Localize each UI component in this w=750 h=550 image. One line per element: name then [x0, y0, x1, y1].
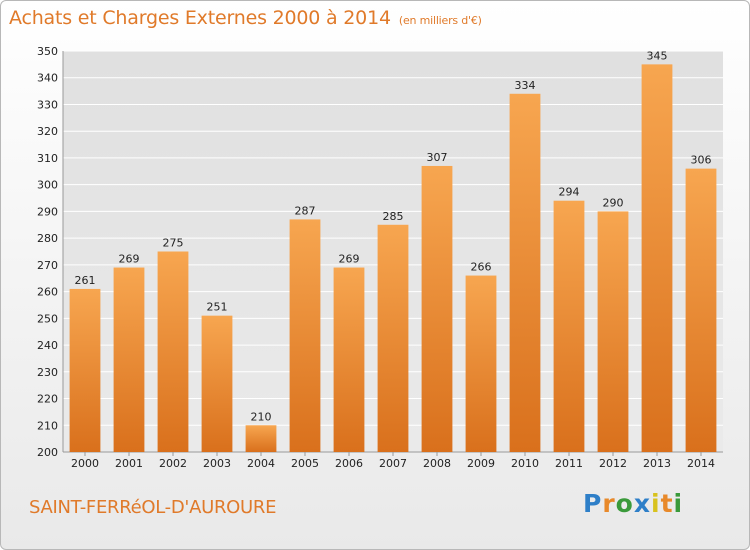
bar — [157, 251, 189, 452]
bar-value-label: 210 — [251, 410, 272, 423]
chart-title: Achats et Charges Externes 2000 à 2014 (e… — [9, 7, 482, 29]
y-tick-label: 240 — [37, 339, 58, 352]
logo-letter: i — [651, 489, 661, 518]
bar — [377, 224, 409, 452]
bar — [201, 315, 233, 452]
x-tick-label: 2007 — [379, 457, 407, 470]
logo-letter: t — [660, 489, 674, 518]
bar — [641, 64, 673, 452]
proxiti-logo: Proxiti — [583, 489, 683, 518]
bar — [509, 93, 541, 453]
logo-letter: x — [633, 489, 651, 518]
y-tick-label: 290 — [37, 205, 58, 218]
x-tick-label: 2006 — [335, 457, 363, 470]
bar-value-label: 334 — [515, 79, 536, 92]
y-tick-label: 270 — [37, 259, 58, 272]
y-tick-label: 230 — [37, 366, 58, 379]
y-tick-label: 340 — [37, 72, 58, 85]
bar-value-label: 345 — [647, 49, 668, 62]
bar — [597, 211, 629, 452]
x-tick-label: 2001 — [115, 457, 143, 470]
bar-value-label: 269 — [119, 253, 140, 266]
y-tick-label: 320 — [37, 125, 58, 138]
bar-value-label: 251 — [207, 301, 228, 314]
bar-value-label: 261 — [75, 274, 96, 287]
x-tick-label: 2009 — [467, 457, 495, 470]
bar-value-label: 306 — [691, 154, 712, 167]
y-tick-label: 210 — [37, 419, 58, 432]
logo-letter: o — [615, 489, 634, 518]
y-tick-label: 280 — [37, 232, 58, 245]
bar-value-label: 275 — [163, 237, 184, 250]
y-tick-label: 350 — [37, 45, 58, 58]
x-tick-label: 2008 — [423, 457, 451, 470]
y-tick-label: 330 — [37, 98, 58, 111]
bar — [289, 219, 321, 452]
x-tick-label: 2003 — [203, 457, 231, 470]
y-tick-label: 310 — [37, 152, 58, 165]
bar-value-label: 290 — [603, 196, 624, 209]
bar-value-label: 285 — [383, 210, 404, 223]
x-tick-label: 2011 — [555, 457, 583, 470]
x-tick-label: 2000 — [71, 457, 99, 470]
x-tick-label: 2004 — [247, 457, 275, 470]
bar-value-label: 266 — [471, 261, 492, 274]
bar — [465, 275, 497, 452]
x-tick-label: 2010 — [511, 457, 539, 470]
x-tick-label: 2005 — [291, 457, 319, 470]
bar — [333, 267, 365, 452]
y-tick-label: 220 — [37, 393, 58, 406]
x-tick-label: 2013 — [643, 457, 671, 470]
bar — [421, 165, 453, 452]
chart-unit: (en milliers d'€) — [398, 14, 482, 27]
y-tick-label: 300 — [37, 179, 58, 192]
y-tick-label: 200 — [37, 446, 58, 459]
bar — [685, 168, 717, 453]
bar-value-label: 294 — [559, 186, 580, 199]
y-tick-label: 260 — [37, 286, 58, 299]
logo-letter: r — [602, 489, 616, 518]
bar — [69, 288, 101, 452]
bar — [245, 425, 277, 452]
city-name: SAINT-FERRéOL-D'AUROURE — [29, 497, 277, 518]
bar-value-label: 269 — [339, 253, 360, 266]
logo-letter: P — [583, 489, 603, 518]
x-tick-label: 2012 — [599, 457, 627, 470]
bar — [553, 200, 585, 452]
logo-letter: i — [673, 489, 684, 518]
bar-value-label: 307 — [427, 151, 448, 164]
bar — [113, 267, 145, 452]
x-tick-label: 2014 — [687, 457, 715, 470]
y-tick-label: 250 — [37, 312, 58, 325]
chart-title-text: Achats et Charges Externes 2000 à 2014 — [9, 7, 391, 29]
x-tick-label: 2002 — [159, 457, 187, 470]
bar-value-label: 287 — [295, 204, 316, 217]
